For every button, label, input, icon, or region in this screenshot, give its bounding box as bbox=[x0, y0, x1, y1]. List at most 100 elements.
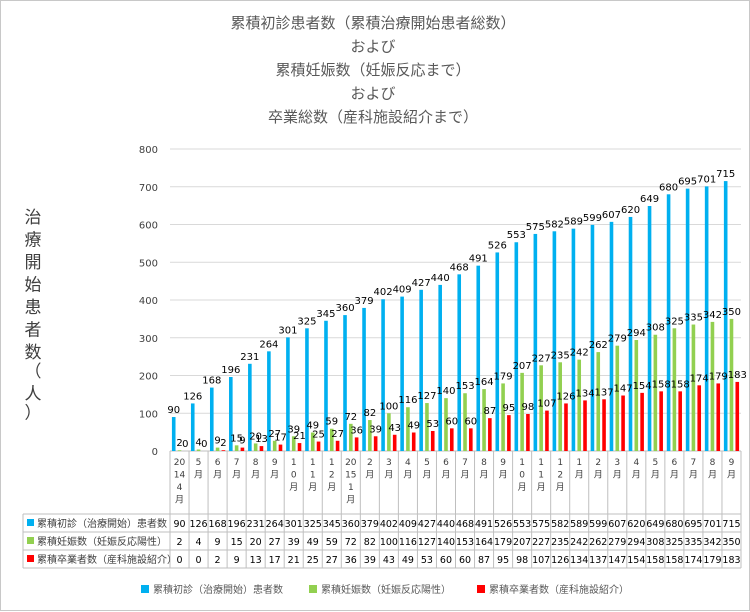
category-label-part: 6 bbox=[672, 458, 678, 468]
bar-series3 bbox=[240, 447, 245, 451]
category-label-part: 7 bbox=[462, 458, 468, 468]
table-cell-series2: 164 bbox=[475, 537, 493, 548]
table-cell-series3: 2 bbox=[215, 555, 221, 566]
table-cell-series3: 21 bbox=[288, 555, 300, 566]
bar-series3 bbox=[278, 444, 283, 451]
category-label: 2月 bbox=[594, 458, 603, 481]
category-label-part: 月 bbox=[632, 470, 641, 481]
table-cell-series2: 227 bbox=[532, 537, 550, 548]
bar-series2 bbox=[234, 445, 239, 451]
bar-series1 bbox=[685, 188, 690, 451]
table-cell-series2: 207 bbox=[513, 537, 531, 548]
data-label-series2: 207 bbox=[513, 361, 532, 372]
table-cell-series2: 4 bbox=[196, 537, 202, 548]
data-table: 20144月5月6月7月8月9月10月11月12月20151月2月3月4月5月6… bbox=[22, 451, 742, 569]
category-label-part: 1 bbox=[291, 458, 297, 468]
category-label: 3月 bbox=[613, 458, 622, 481]
table-cell-series3: 53 bbox=[421, 555, 433, 566]
category-label-part: 月 bbox=[651, 470, 660, 481]
bar-series3 bbox=[564, 403, 568, 451]
category-label-part: 月 bbox=[384, 470, 393, 481]
category-label-part: 月 bbox=[480, 470, 489, 481]
category-label-part: 2 bbox=[329, 471, 335, 481]
table-cell-series3: 60 bbox=[459, 555, 471, 566]
y-axis-label-char: 人 bbox=[25, 385, 42, 405]
category-label: 8月 bbox=[708, 458, 717, 481]
category-label-part: 2 bbox=[595, 458, 601, 468]
bar-series3 bbox=[411, 432, 416, 451]
table-cell-series3: 137 bbox=[589, 555, 607, 566]
category-label: 7月 bbox=[461, 458, 470, 481]
data-label-series2: 235 bbox=[551, 350, 570, 361]
table-cell-series1: 409 bbox=[399, 519, 417, 530]
legend-label-series1: 累積初診（治療開始）患者数 bbox=[153, 583, 283, 596]
data-label-series3: 60 bbox=[464, 416, 477, 427]
bar-series1 bbox=[533, 233, 538, 451]
data-label-series3: 158 bbox=[652, 379, 671, 390]
bar-series2 bbox=[653, 334, 658, 451]
bar-series1 bbox=[666, 194, 671, 452]
table-cell-series3: 39 bbox=[364, 555, 376, 566]
bar-series3 bbox=[316, 441, 321, 451]
data-label-series3: 43 bbox=[388, 423, 401, 434]
y-axis-label-char: 者 bbox=[25, 321, 42, 341]
bar-series1 bbox=[571, 228, 576, 451]
category-label-part: 5 bbox=[652, 458, 658, 468]
data-label-series3: 36 bbox=[350, 425, 363, 436]
table-cell-series1: 168 bbox=[209, 519, 227, 530]
table-cell-series2: 15 bbox=[231, 537, 243, 548]
category-label: 1 0月 bbox=[289, 458, 298, 493]
category-label-part: 7 bbox=[234, 458, 240, 468]
data-label-series1: 231 bbox=[240, 352, 259, 363]
bar-series1 bbox=[457, 274, 462, 451]
table-cell-series3: 36 bbox=[345, 555, 357, 566]
data-label-series1: 409 bbox=[393, 285, 412, 296]
table-cell-series1: 680 bbox=[665, 519, 683, 530]
bar-series2 bbox=[463, 393, 467, 451]
category-label-part: 月 bbox=[461, 470, 470, 481]
category-label-part: 月 bbox=[308, 482, 317, 493]
table-cell-series1: 90 bbox=[173, 519, 185, 530]
data-label-series3: 87 bbox=[483, 406, 496, 417]
data-label-series2: 72 bbox=[344, 412, 357, 423]
table-cell-series3: 13 bbox=[250, 555, 262, 566]
data-label-series2: 153 bbox=[455, 381, 474, 392]
category-label-part: 1 bbox=[538, 471, 544, 481]
data-label-series1: 379 bbox=[355, 296, 374, 307]
data-label-series1: 440 bbox=[431, 273, 450, 284]
data-label-series3: 126 bbox=[556, 391, 575, 402]
category-label: 1 0月 bbox=[518, 458, 527, 493]
data-label-series2: 4 bbox=[195, 437, 201, 448]
y-axis-label-char: （ bbox=[25, 362, 42, 382]
table-cell-series1: 379 bbox=[361, 519, 379, 530]
y-tick-label: 800 bbox=[139, 145, 158, 156]
table-cell-series2: 39 bbox=[288, 537, 300, 548]
row-label-series3: 累積卒業者数（産科施設紹介） bbox=[37, 553, 177, 566]
bar-series1 bbox=[552, 231, 557, 451]
category-label-part: 月 bbox=[708, 470, 717, 481]
data-label-series2: 15 bbox=[230, 433, 243, 444]
bar-series3 bbox=[545, 410, 549, 451]
category-label-part: 5 bbox=[196, 458, 202, 468]
bar-series3 bbox=[354, 437, 359, 451]
row-legend-key-series1 bbox=[27, 519, 34, 526]
data-label-series1: 126 bbox=[183, 391, 202, 402]
bar-series1 bbox=[647, 206, 652, 451]
category-label-part: 1 bbox=[557, 458, 563, 468]
table-cell-series1: 126 bbox=[189, 519, 207, 530]
table-cell-series3: 0 bbox=[176, 555, 182, 566]
category-label-part: 月 bbox=[365, 470, 374, 481]
bar-series3 bbox=[678, 391, 682, 451]
bar-series1 bbox=[343, 315, 347, 451]
category-label-part: 4 bbox=[405, 458, 411, 468]
table-cell-series1: 695 bbox=[684, 519, 702, 530]
bar-series3 bbox=[621, 395, 625, 451]
bar-series1 bbox=[495, 252, 500, 451]
bar-series1 bbox=[286, 337, 290, 451]
category-label-part: 1 bbox=[576, 458, 582, 468]
data-label-series3: 53 bbox=[426, 419, 439, 430]
category-label-part: 9 bbox=[729, 458, 735, 468]
category-label: 9月 bbox=[270, 458, 279, 481]
category-label-part: 月 bbox=[289, 482, 298, 493]
